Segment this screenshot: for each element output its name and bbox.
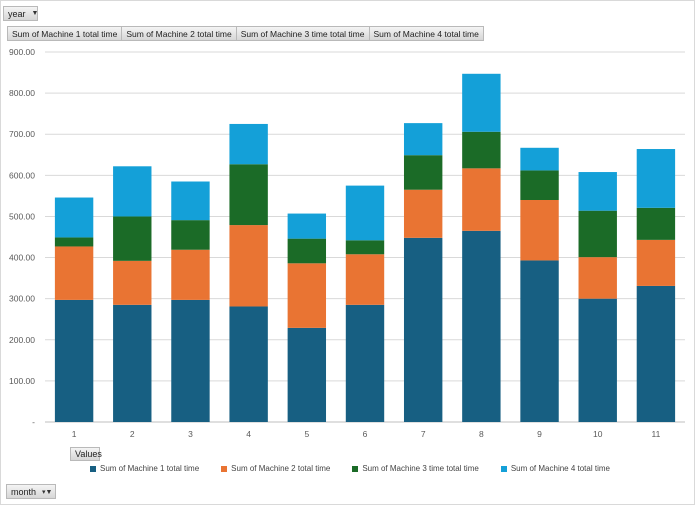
bar-segment	[54, 246, 94, 300]
legend-label: Sum of Machine 2 total time	[231, 464, 331, 473]
legend-swatch-icon	[90, 465, 96, 472]
y-tick-label: 300.00	[9, 294, 35, 304]
legend-item-machine-4: Sum of Machine 4 total time	[500, 464, 610, 473]
bar-segment	[636, 207, 676, 240]
series-tab-machine-1[interactable]: Sum of Machine 1 total time	[7, 26, 123, 41]
bar-segment	[171, 220, 210, 250]
month-filter-label: month	[11, 486, 37, 497]
legend-item-machine-1: Sum of Machine 1 total time	[90, 464, 199, 473]
legend-swatch-icon	[221, 465, 228, 472]
filter-funnel-icon: ▾▼	[42, 488, 53, 496]
bar-segment	[113, 304, 152, 422]
series-field-tabs: Sum of Machine 1 total time Sum of Machi…	[7, 26, 484, 41]
bar-segment	[345, 185, 385, 241]
bar-segment	[462, 230, 501, 422]
legend-label: Sum of Machine 1 total time	[100, 464, 200, 473]
bar-segment	[462, 73, 501, 132]
year-filter-label: year	[8, 8, 26, 19]
y-tick-label: 500.00	[9, 211, 35, 221]
x-tick-label: 11	[651, 429, 660, 439]
values-field-button[interactable]: Values	[70, 447, 102, 461]
x-tick-label: 5	[304, 429, 309, 439]
year-filter-button[interactable]: year ▼	[3, 6, 38, 21]
bar-segment	[171, 299, 210, 422]
series-tab-machine-3[interactable]: Sum of Machine 3 time total time	[236, 26, 370, 41]
bar-segment	[113, 260, 152, 305]
y-tick-label: 200.00	[9, 335, 35, 345]
bar-segment	[578, 257, 617, 299]
y-tick-label: -	[32, 417, 35, 427]
y-tick-label: 100.00	[9, 376, 35, 386]
bar-segment	[520, 260, 559, 422]
bar-segment	[345, 304, 385, 422]
bar-segment	[171, 181, 210, 221]
dropdown-arrow-icon: ▼	[31, 10, 39, 17]
y-tick-label: 600.00	[9, 170, 35, 180]
x-tick-label: 6	[363, 429, 368, 439]
bar-segment	[287, 213, 327, 239]
bar-segment	[403, 237, 443, 422]
bar-segment	[403, 123, 443, 156]
x-tick-label: 4	[246, 429, 251, 439]
bar-segment	[229, 164, 268, 226]
bar-segment	[229, 123, 268, 165]
bar-segment	[403, 155, 443, 190]
y-tick-label: 700.00	[9, 129, 35, 139]
series-tab-machine-4[interactable]: Sum of Machine 4 total time	[369, 26, 484, 41]
bar-segment	[54, 237, 94, 247]
bar-segment	[520, 170, 559, 200]
bar-segment	[636, 239, 676, 286]
bar-segment	[54, 299, 94, 422]
bar-segment	[54, 197, 94, 238]
bar-segment	[229, 306, 268, 422]
month-filter-button[interactable]: month ▾▼	[6, 484, 56, 499]
bar-segment	[462, 168, 501, 231]
bar-segment	[287, 238, 327, 264]
y-tick-label: 800.00	[9, 88, 35, 98]
bar-segment	[578, 298, 617, 422]
x-tick-label: 1	[72, 429, 77, 439]
bar-segment	[345, 240, 385, 255]
bar-segment	[287, 327, 327, 422]
series-tab-machine-2[interactable]: Sum of Machine 2 total time	[122, 26, 237, 41]
bar-segment	[462, 131, 501, 169]
bar-segment	[520, 200, 559, 261]
y-tick-label: 900.00	[9, 47, 35, 57]
x-tick-label: 9	[537, 429, 542, 439]
legend-swatch-icon	[500, 465, 507, 472]
bar-segment	[578, 210, 617, 258]
bar-segment	[636, 285, 676, 422]
values-field-label: Values	[75, 449, 102, 459]
x-tick-label: 8	[479, 429, 484, 439]
bar-segment	[113, 216, 152, 261]
x-tick-label: 7	[421, 429, 426, 439]
bar-segment	[287, 263, 327, 328]
legend-item-machine-2: Sum of Machine 2 total time	[221, 464, 330, 473]
x-tick-label: 2	[130, 429, 135, 439]
x-tick-label: 10	[593, 429, 603, 439]
bar-segment	[345, 254, 385, 305]
bar-segment	[636, 149, 676, 208]
legend-swatch-icon	[352, 465, 359, 472]
bar-segment	[403, 189, 443, 238]
y-tick-label: 400.00	[9, 253, 35, 263]
bar-segment	[113, 166, 152, 217]
legend-label: Sum of Machine 4 total time	[510, 464, 610, 473]
chart-legend: Sum of Machine 1 total time Sum of Machi…	[90, 464, 632, 473]
legend-label: Sum of Machine 3 time total time	[362, 464, 479, 473]
bar-segment	[520, 147, 559, 171]
x-tick-label: 3	[188, 429, 193, 439]
bar-segment	[171, 249, 210, 300]
bar-segment	[578, 172, 617, 211]
bar-segment	[229, 225, 268, 307]
legend-item-machine-3: Sum of Machine 3 time total time	[352, 464, 479, 473]
